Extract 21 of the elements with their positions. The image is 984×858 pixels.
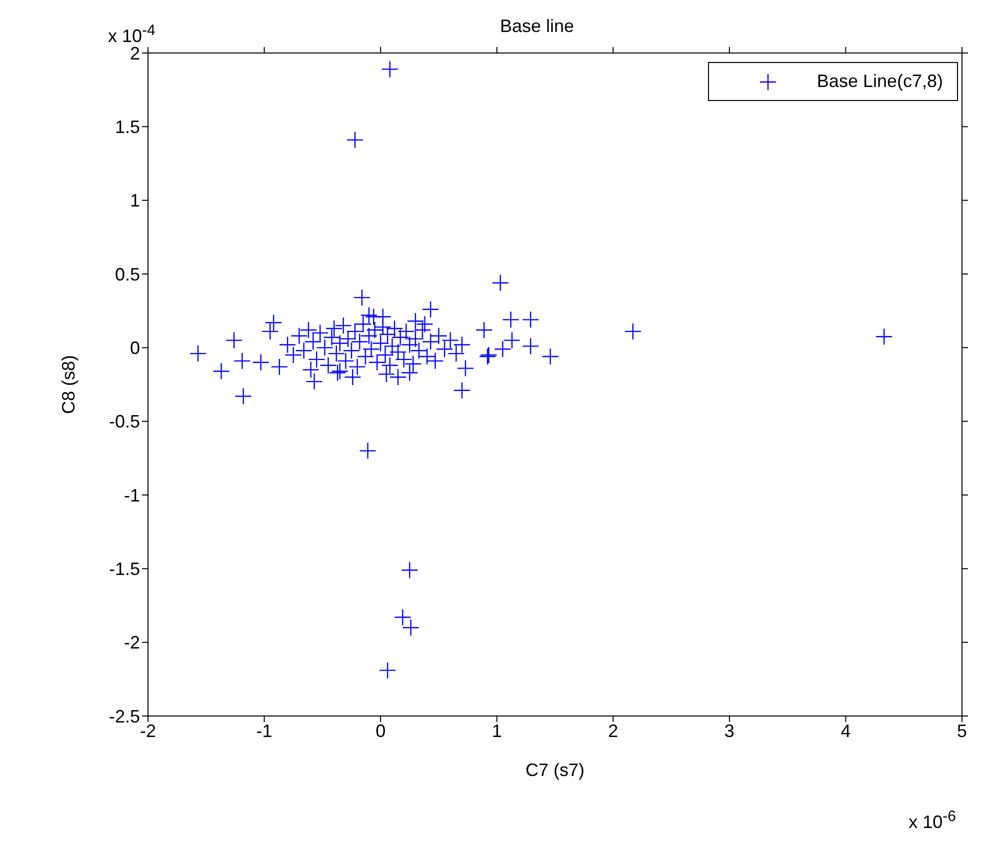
- chart-title: Base line: [500, 16, 574, 36]
- legend-label: Base Line(c7,8): [816, 71, 943, 92]
- x-tick-label: 0: [376, 720, 386, 741]
- y-tick-label: -0.5: [108, 412, 140, 432]
- x-tick-label: 5: [956, 720, 968, 741]
- x-tick-label: 2: [608, 720, 618, 741]
- text: x 10$^{-6}$: [908, 808, 956, 833]
- y-axis-title: C8 (s8): [58, 354, 78, 414]
- y-tick-label: -1.5: [108, 559, 140, 580]
- y-tick-label: 0.5: [114, 264, 140, 284]
- y-tick-label: -1: [124, 485, 140, 506]
- x-axis-title: C7 (s7): [525, 760, 585, 780]
- y-tick-label: 1.5: [114, 117, 140, 138]
- x-tick-label: -1: [256, 720, 272, 741]
- y-tick-label: -2: [124, 632, 140, 653]
- x-tick-label: 4: [840, 720, 851, 741]
- y-tick-label: -2.5: [108, 706, 140, 726]
- x-tick-label: 3: [724, 720, 734, 741]
- x-tick-label: 1: [492, 720, 502, 741]
- y-tick-label: 0: [130, 338, 140, 358]
- y-tick-label: 1: [130, 190, 140, 211]
